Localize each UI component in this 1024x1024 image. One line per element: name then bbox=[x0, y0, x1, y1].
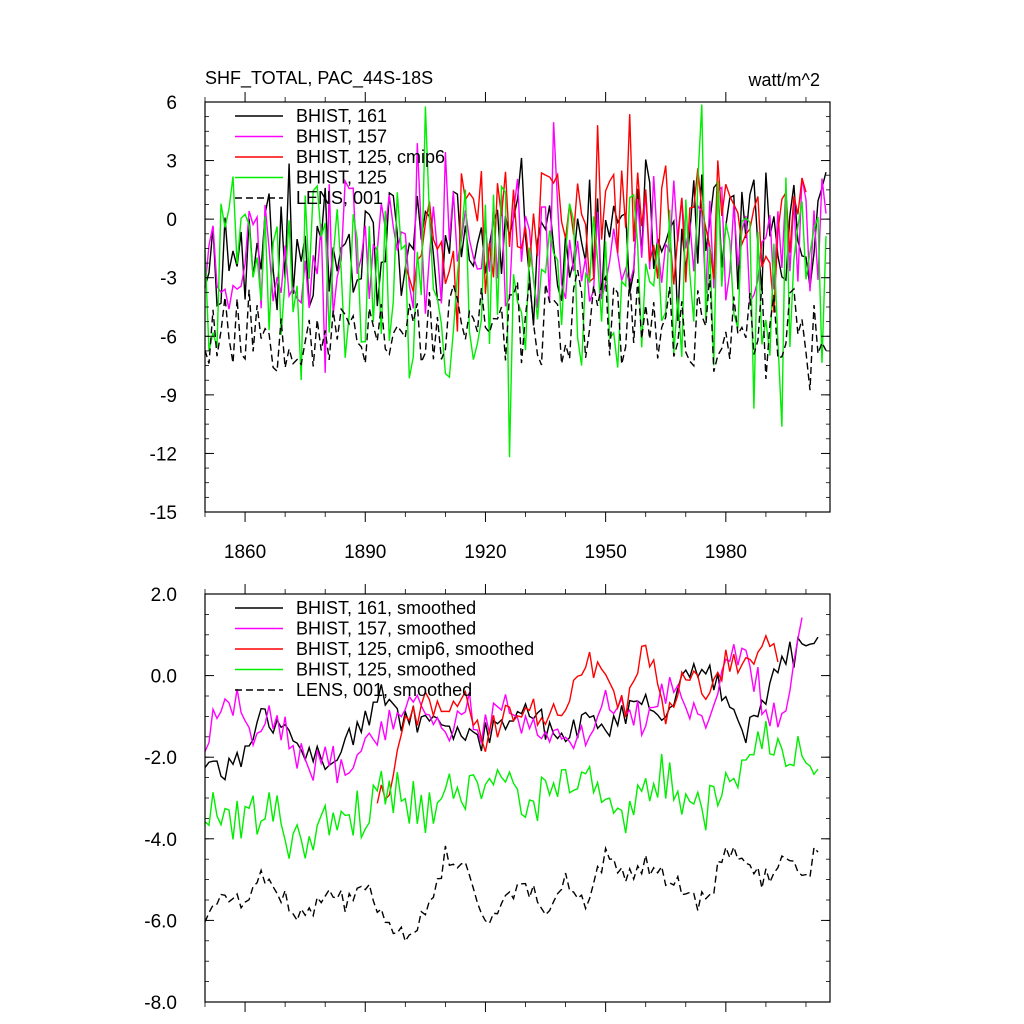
series-line-smoothed-2 bbox=[376, 633, 779, 804]
legend-label: BHIST, 161, smoothed bbox=[296, 598, 476, 618]
series-line-raw-4 bbox=[204, 269, 827, 391]
top-panel-raw: 6 3 0 -3 -6 -9 -12 -15 1860 1890 1920 1950 1980 BHIST… bbox=[150, 92, 831, 563]
y-tick-label: -3 bbox=[160, 269, 177, 290]
bottom-panel-smoothed: 2.0 0.0 -2.0 -4.0 -6.0 -8.0 BHIST, 161, smooth… bbox=[144, 584, 831, 1014]
x-tick-label: 1890 bbox=[344, 542, 386, 563]
series-line-smoothed-3 bbox=[204, 720, 819, 859]
y-tick-label: -2.0 bbox=[144, 748, 177, 769]
series-line-raw-2 bbox=[404, 114, 807, 332]
legend-label: BHIST, 125, cmip6, smoothed bbox=[296, 639, 534, 659]
chart-units: watt/m^2 bbox=[748, 70, 820, 90]
y-tick-label: -8.0 bbox=[144, 993, 177, 1014]
chart-title: SHF_TOTAL, PAC_44S-18S bbox=[205, 68, 433, 89]
y-tick-label: 0.0 bbox=[151, 667, 177, 688]
legend-label: BHIST, 125, smoothed bbox=[296, 660, 476, 680]
series-line-smoothed-4 bbox=[204, 844, 819, 943]
y-tick-label: -4.0 bbox=[144, 830, 177, 851]
legend-label: LENS, 001, smoothed bbox=[296, 680, 472, 700]
x-tick-label: 1950 bbox=[585, 542, 627, 563]
y-tick-label: 3 bbox=[166, 152, 177, 173]
series-line-smoothed-1 bbox=[204, 617, 803, 784]
legend-label: BHIST, 157 bbox=[296, 127, 387, 147]
y-tick-label: -9 bbox=[160, 386, 177, 407]
legend-label: LENS, 001 bbox=[296, 188, 383, 208]
y-tick-label: -15 bbox=[150, 503, 177, 524]
y-tick-label: -12 bbox=[150, 444, 177, 465]
legend-label: BHIST, 157, smoothed bbox=[296, 619, 476, 639]
legend-label: BHIST, 161 bbox=[296, 106, 387, 126]
x-tick-label: 1860 bbox=[224, 542, 266, 563]
y-tick-label: 0 bbox=[166, 210, 177, 231]
legend-label: BHIST, 125 bbox=[296, 168, 387, 188]
x-tick-label: 1920 bbox=[464, 542, 506, 563]
y-tick-label: -6.0 bbox=[144, 911, 177, 932]
y-tick-label: 6 bbox=[166, 93, 177, 114]
x-tick-label: 1980 bbox=[705, 542, 747, 563]
y-tick-label: -6 bbox=[160, 327, 177, 348]
series-line-smoothed-0 bbox=[204, 636, 819, 782]
y-tick-label: 2.0 bbox=[151, 585, 177, 606]
legend-label: BHIST, 125, cmip6 bbox=[296, 147, 445, 167]
